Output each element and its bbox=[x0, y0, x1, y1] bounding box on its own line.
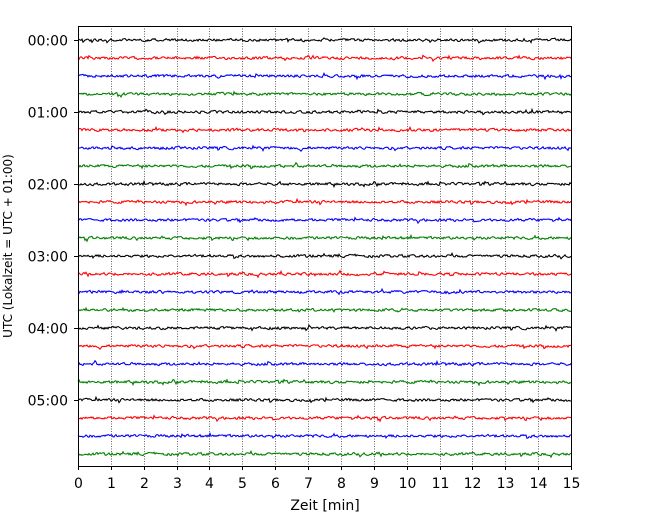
y-tick-label-1: 01:00 bbox=[28, 106, 68, 122]
x-tick-label-5: 5 bbox=[238, 476, 247, 492]
trace-22 bbox=[77, 431, 572, 439]
x-tick-label-15: 15 bbox=[563, 476, 581, 492]
trace-14 bbox=[77, 287, 572, 296]
traces bbox=[77, 37, 572, 459]
trace-4 bbox=[77, 107, 572, 116]
trace-0 bbox=[77, 37, 572, 44]
trace-1 bbox=[77, 54, 572, 63]
x-tick-label-3: 3 bbox=[173, 476, 182, 492]
x-tick-label-9: 9 bbox=[370, 476, 379, 492]
trace-23 bbox=[77, 450, 572, 459]
trace-12 bbox=[77, 252, 572, 260]
y-tick-label-0: 00:00 bbox=[28, 34, 68, 50]
trace-18 bbox=[77, 359, 572, 367]
x-tick-label-6: 6 bbox=[271, 476, 280, 492]
trace-8 bbox=[77, 179, 572, 189]
x-tick-label-8: 8 bbox=[337, 476, 346, 492]
x-tick-label-2: 2 bbox=[140, 476, 149, 492]
x-axis-ticks: 0 1 2 3 4 5 6 7 8 9 10 11 12 13 14 15 bbox=[74, 466, 580, 492]
y-axis-label: UTC (Lokalzeit = UTC + 01:00) bbox=[1, 154, 15, 338]
vertical-grid bbox=[111, 26, 539, 466]
x-tick-label-10: 10 bbox=[399, 476, 417, 492]
y-tick-label-4: 04:00 bbox=[28, 322, 68, 338]
trace-10 bbox=[77, 216, 572, 225]
trace-5 bbox=[77, 125, 572, 134]
trace-21 bbox=[77, 414, 572, 423]
trace-20 bbox=[77, 395, 572, 404]
y-tick-label-3: 03:00 bbox=[28, 250, 68, 266]
x-tick-label-12: 12 bbox=[464, 476, 482, 492]
x-tick-label-11: 11 bbox=[432, 476, 450, 492]
y-tick-label-2: 02:00 bbox=[28, 178, 68, 194]
x-tick-label-13: 13 bbox=[497, 476, 515, 492]
x-tick-label-0: 0 bbox=[74, 476, 83, 492]
y-axis-ticks: 00:00 01:00 02:00 03:00 04:00 05:00 bbox=[28, 34, 78, 410]
x-tick-label-1: 1 bbox=[107, 476, 116, 492]
trace-7 bbox=[77, 161, 572, 170]
x-axis-label: Zeit [min] bbox=[290, 498, 359, 514]
plot-frame bbox=[78, 26, 572, 467]
trace-13 bbox=[77, 269, 572, 279]
trace-15 bbox=[77, 306, 572, 313]
trace-2 bbox=[77, 72, 572, 81]
trace-3 bbox=[77, 90, 572, 99]
trace-16 bbox=[77, 324, 572, 333]
y-tick-label-5: 05:00 bbox=[28, 394, 68, 410]
trace-19 bbox=[77, 378, 572, 387]
x-tick-label-7: 7 bbox=[304, 476, 313, 492]
trace-17 bbox=[77, 343, 572, 350]
trace-9 bbox=[77, 197, 572, 207]
trace-6 bbox=[77, 144, 572, 153]
x-tick-label-4: 4 bbox=[205, 476, 214, 492]
trace-11 bbox=[77, 233, 572, 243]
x-tick-label-14: 14 bbox=[530, 476, 548, 492]
